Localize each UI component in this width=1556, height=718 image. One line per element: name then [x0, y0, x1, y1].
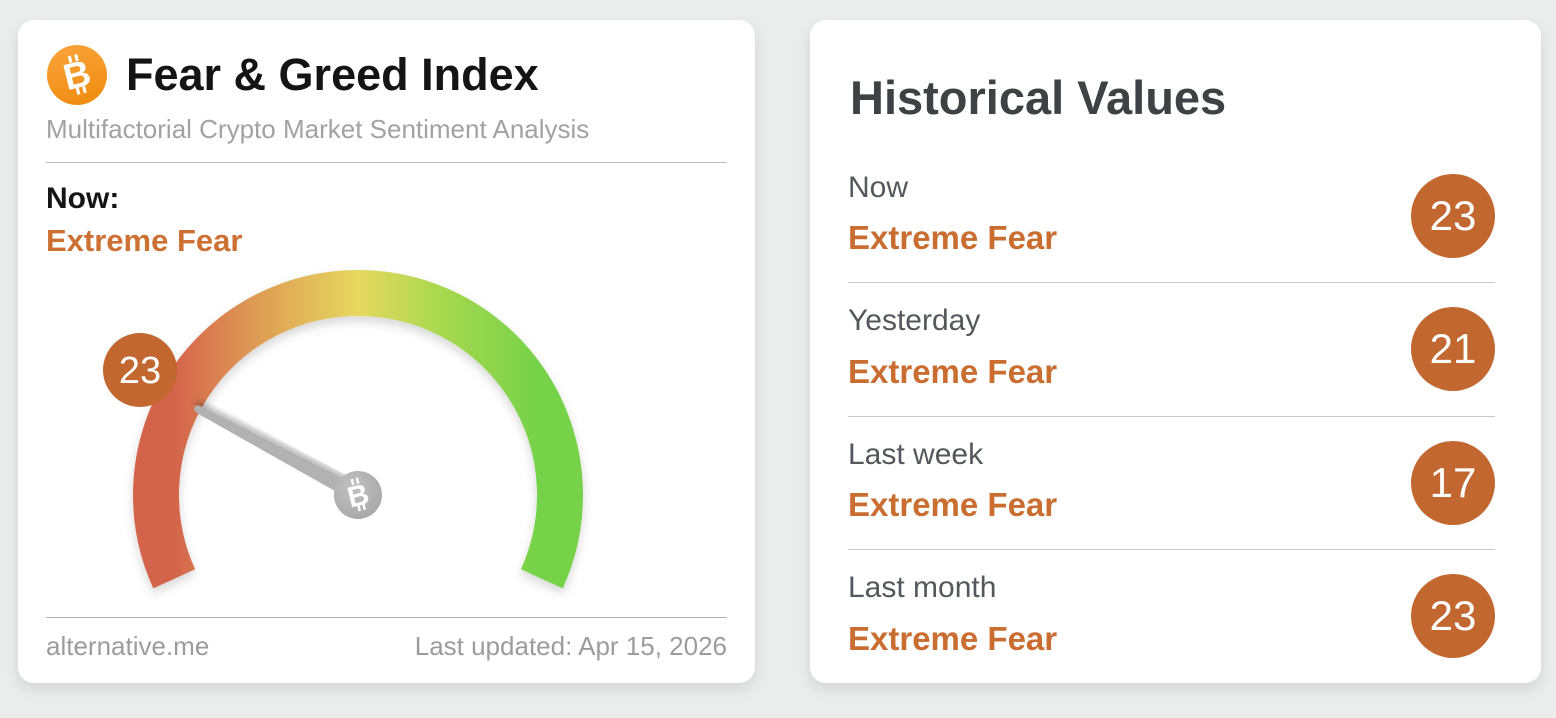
fear-greed-card: B Fear & Greed Index Multifactorial Cryp… — [18, 20, 755, 683]
header-divider — [46, 161, 727, 163]
footer-divider — [46, 616, 727, 618]
gauge-value-badge: 23 — [103, 332, 177, 407]
history-row-label: Yesterday — [848, 304, 981, 338]
history-row-label: Last month — [848, 571, 997, 604]
needle-hub: B — [334, 470, 382, 519]
gauge-value: 23 — [119, 350, 161, 392]
history-row-value-badge: 23 — [1411, 173, 1495, 258]
fear-greed-gauge: 23 B — [103, 270, 583, 589]
historical-values-card: Historical Values Now Extreme Fear 23 Ye… — [810, 20, 1541, 683]
history-row: Last week Extreme Fear 17 — [848, 417, 1495, 550]
page-title[interactable]: Fear & Greed Index — [126, 49, 539, 101]
history-row-value-badge: 23 — [1411, 574, 1495, 659]
now-classification: Extreme Fear — [46, 222, 243, 258]
now-label: Now: — [46, 181, 120, 215]
history-row: Now Extreme Fear 23 — [848, 150, 1495, 284]
history-row: Last month Extreme Fear 23 — [848, 550, 1495, 682]
card-footer: alternative.me Last updated: Apr 15, 202… — [46, 631, 727, 662]
history-row-classification: Extreme Fear — [848, 352, 1058, 390]
history-row-label: Now — [848, 170, 909, 204]
last-updated: Last updated: Apr 15, 2026 — [414, 630, 727, 661]
historical-values-title: Historical Values — [850, 71, 1227, 124]
history-row-value-badge: 21 — [1411, 307, 1495, 392]
card-subtitle: Multifactorial Crypto Market Sentiment A… — [46, 114, 590, 144]
history-row-classification: Extreme Fear — [848, 619, 1058, 657]
history-row-value-badge: 17 — [1411, 440, 1495, 525]
bitcoin-icon: B — [46, 44, 108, 106]
history-row-label: Last week — [848, 437, 984, 471]
card-header: B Fear & Greed Index — [46, 44, 727, 106]
history-row: Yesterday Extreme Fear 21 — [848, 283, 1495, 417]
gauge-arc — [133, 270, 583, 589]
source-link[interactable]: alternative.me — [46, 630, 210, 661]
history-row-classification: Extreme Fear — [848, 219, 1058, 257]
history-row-classification: Extreme Fear — [848, 486, 1058, 524]
